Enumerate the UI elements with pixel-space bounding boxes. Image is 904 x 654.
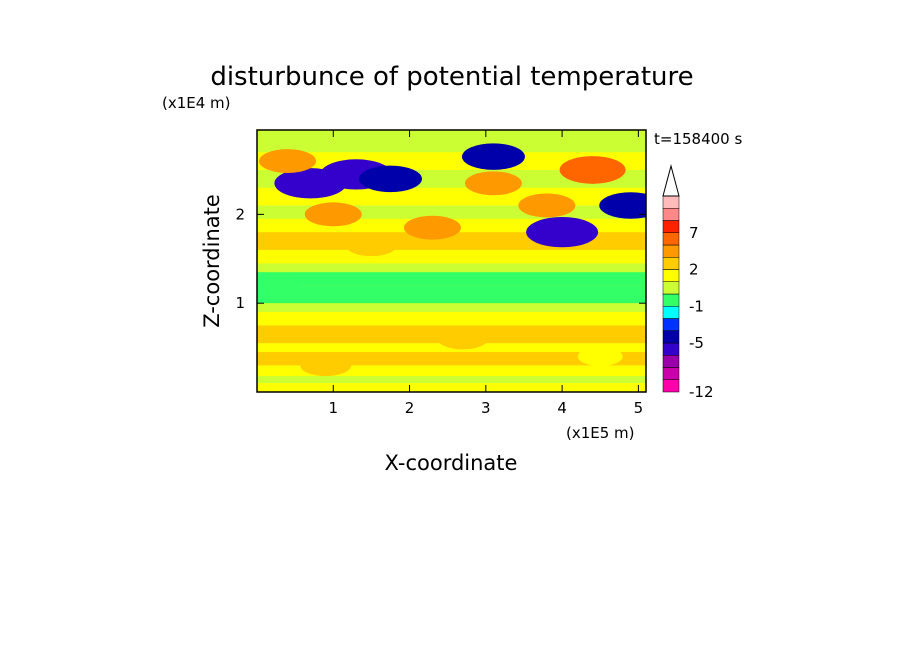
- contour-region: [518, 193, 576, 218]
- x-axis-ticks: 1 2 3 4 5: [329, 130, 644, 417]
- colorbar-tick-label: 7: [689, 224, 699, 242]
- colorbar-segment: [662, 269, 680, 282]
- colorbar-segment: [662, 379, 680, 393]
- contour-band: [257, 272, 646, 286]
- contour-region: [304, 202, 362, 227]
- colorbar-tick-label: -1: [689, 297, 704, 315]
- contour-region: [403, 215, 461, 240]
- y-axis-ticks: 12: [235, 205, 646, 312]
- colorbar-tick-label: -12: [689, 383, 714, 401]
- chart-title: disturbunce of potential temperature: [210, 62, 693, 92]
- contour-band: [257, 312, 646, 326]
- colorbar-segment: [662, 293, 680, 307]
- colorbar-segment: [662, 281, 680, 295]
- colorbar-segment: [662, 367, 680, 380]
- y-tick-label: 1: [235, 294, 245, 312]
- contour-band: [257, 249, 646, 264]
- x-axis-label: X-coordinate: [385, 451, 518, 475]
- contour-region: [260, 277, 300, 294]
- x-tick-label: 5: [634, 399, 644, 417]
- contour-region: [461, 143, 525, 170]
- y-axis-label: Z-coordinate: [200, 194, 224, 328]
- contour-region: [526, 217, 599, 248]
- plot-frame: [256, 129, 647, 393]
- colorbar-tick-label: 2: [689, 261, 699, 279]
- colorbar-segment: [662, 232, 680, 246]
- colorbar-segment: [662, 342, 680, 356]
- contour-band: [257, 263, 646, 273]
- y-tick-label: 2: [235, 205, 245, 223]
- colorbar-segment: [662, 257, 680, 270]
- contour-region: [559, 156, 626, 184]
- contour-region: [300, 354, 352, 377]
- contour-region: [358, 165, 422, 193]
- x-tick-label: 1: [329, 399, 339, 417]
- contour-region: [437, 328, 489, 350]
- colorbar-segment: [662, 195, 680, 209]
- colorbar-segment: [662, 330, 680, 344]
- contour-region: [577, 347, 623, 366]
- colorbar-segment: [662, 244, 680, 258]
- colorbar-extend-arrow: [662, 164, 680, 197]
- contour-band: [257, 376, 646, 384]
- contour-band: [257, 285, 646, 304]
- contour-band: [257, 383, 646, 392]
- colorbar-segment: [662, 208, 680, 221]
- contour-region: [464, 171, 522, 196]
- contour-region: [345, 234, 397, 257]
- x-axis-unit: (x1E5 m): [566, 424, 635, 442]
- colorbar-segment: [662, 306, 680, 319]
- x-tick-label: 2: [405, 399, 415, 417]
- contour-region: [599, 192, 646, 219]
- contour-region: [259, 149, 317, 174]
- colorbar-tick-label: -5: [689, 334, 704, 352]
- time-label: t=158400 s: [654, 130, 742, 148]
- contour-band: [257, 130, 646, 153]
- contour-band: [257, 303, 646, 313]
- colorbar-segment: [662, 220, 680, 233]
- colorbar: -12-5-127: [662, 164, 714, 401]
- plot-area: [257, 130, 646, 392]
- contour-band: [257, 365, 646, 377]
- colorbar-segment: [662, 355, 680, 368]
- y-axis-unit: (x1E4 m): [162, 94, 231, 112]
- contour-band: [257, 352, 646, 366]
- colorbar-segment: [662, 318, 680, 331]
- x-tick-label: 4: [557, 399, 567, 417]
- x-tick-label: 3: [481, 399, 491, 417]
